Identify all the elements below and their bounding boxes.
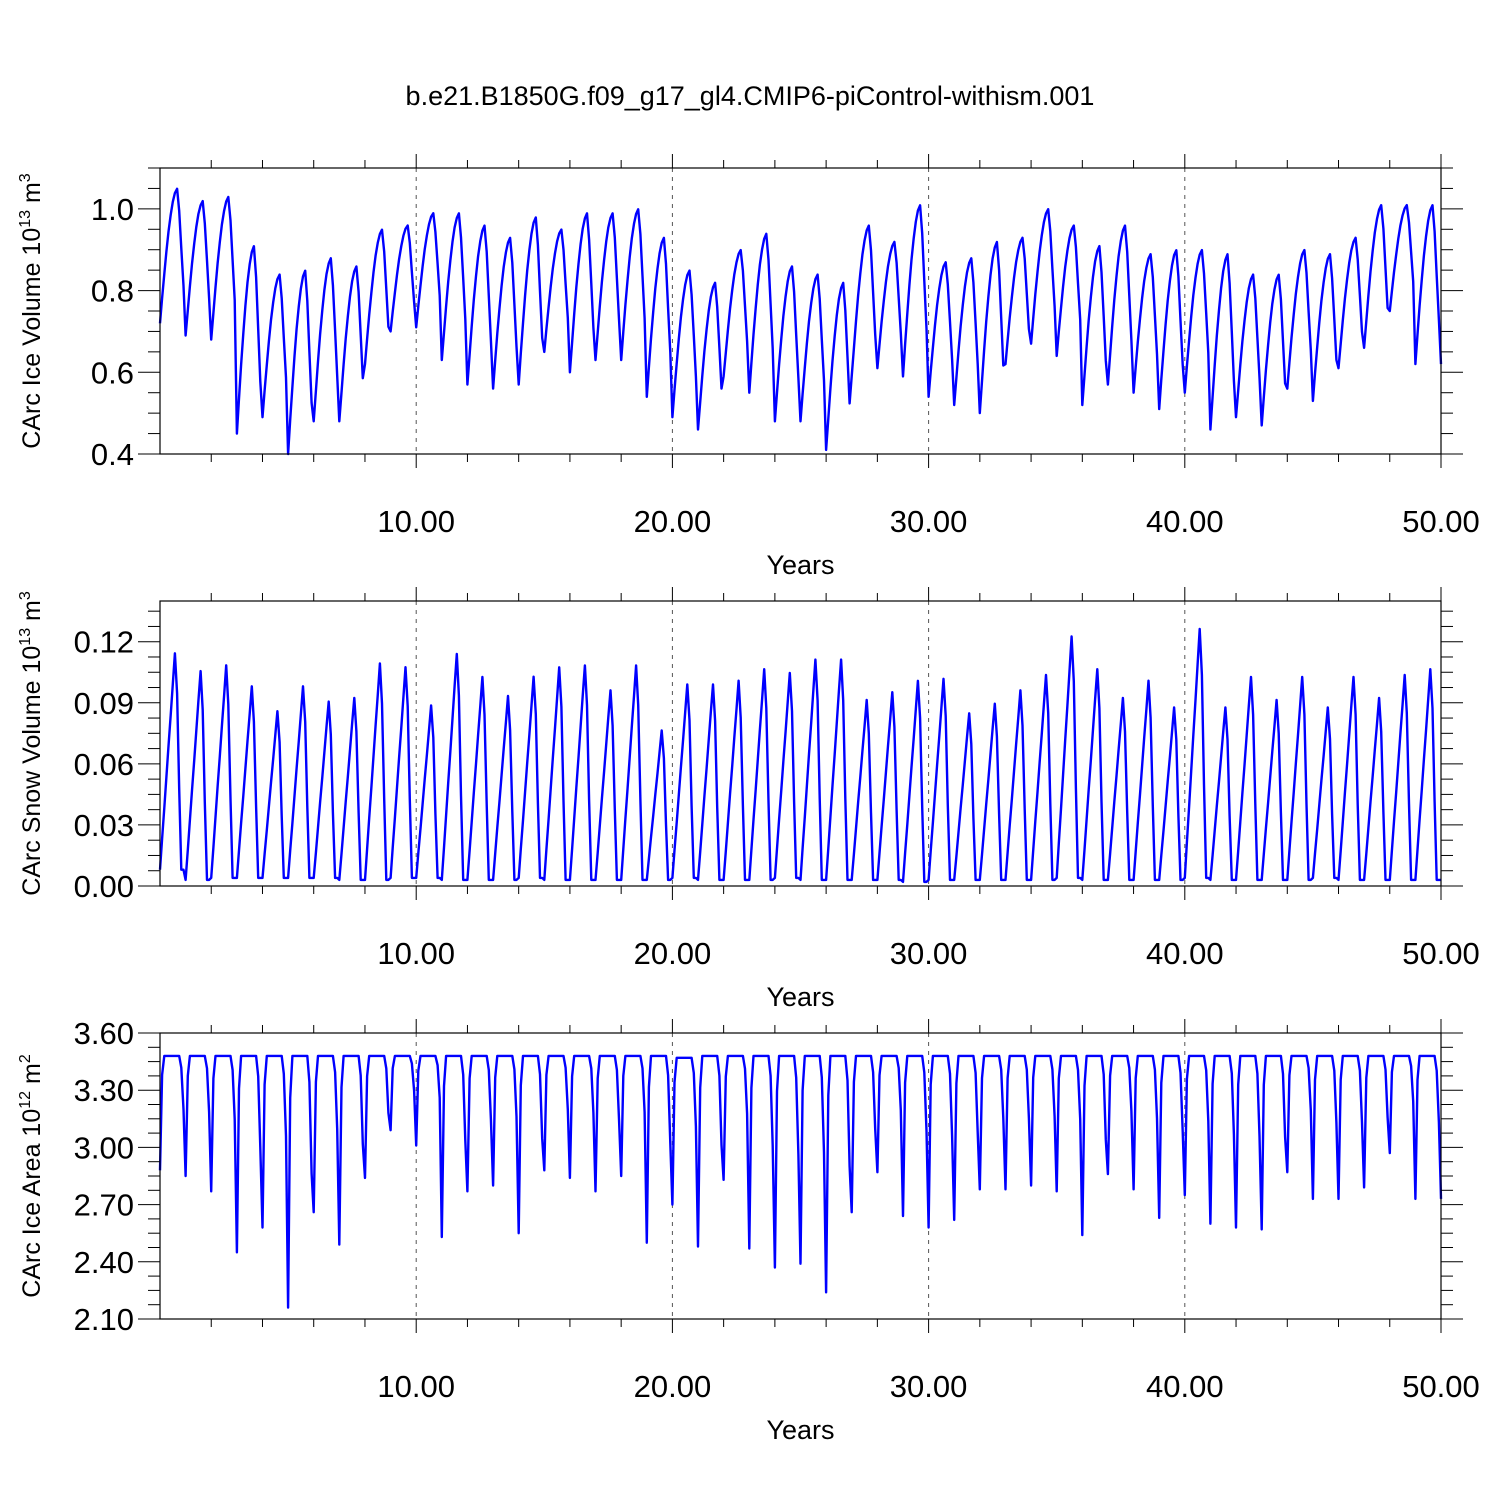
x-tick-label: 30.00	[890, 504, 968, 539]
x-tick-label: 50.00	[1402, 504, 1480, 539]
y-axis-label-superscript: 13	[17, 628, 34, 646]
x-axis-label: Years	[766, 550, 834, 580]
y-axis-label-text: m	[18, 1063, 46, 1091]
y-axis-label-superscript: 3	[17, 173, 34, 182]
y-axis-label-text: m	[18, 600, 46, 628]
x-tick-label: 10.00	[377, 1369, 455, 1404]
y-tick-label: 0.03	[74, 808, 134, 843]
y-tick-label: 2.40	[74, 1245, 134, 1280]
y-axis-label-text: CArc Ice Volume 10	[18, 228, 46, 449]
panel-ice-volume: 10.00 20.00 30.00 40.00 50.00 Years 0.4 0.6 0.8 1…	[17, 154, 1480, 580]
y-axis-label: CArc Ice Volume 1013 m3	[17, 173, 46, 449]
y-tick-label: 1.0	[91, 192, 134, 227]
y-axis-label-text: m	[18, 182, 46, 210]
y-tick-label: 2.70	[74, 1188, 134, 1223]
y-tick-label: 2.10	[74, 1302, 134, 1337]
y-tick-label: 3.00	[74, 1130, 134, 1165]
x-tick-label: 20.00	[634, 936, 712, 971]
figure-title: b.e21.B1850G.f09_g17_gl4.CMIP6-piControl…	[406, 81, 1095, 111]
y-tick-label: 0.06	[74, 747, 134, 782]
series-line	[158, 627, 1441, 884]
x-tick-label: 40.00	[1146, 504, 1224, 539]
panel-snow-volume: 10.00 20.00 30.00 40.00 50.00 Years 0.00 0.03 0.…	[17, 587, 1480, 1012]
x-tick-label: 10.00	[377, 504, 455, 539]
series-line	[158, 187, 1443, 456]
y-axis-label-superscript: 13	[17, 210, 34, 228]
x-tick-label: 10.00	[377, 936, 455, 971]
y-tick-label: 0.4	[91, 437, 134, 472]
plot-frame	[159, 600, 1442, 887]
y-axis-label: CArc Ice Area 1012 m2	[17, 1054, 46, 1298]
x-tick-label: 40.00	[1146, 936, 1224, 971]
y-tick-label: 0.6	[91, 355, 134, 390]
series-line	[158, 1054, 1443, 1309]
y-axis-label-text: CArc Snow Volume 10	[18, 646, 46, 896]
x-axis-label: Years	[766, 1415, 834, 1445]
y-axis-label-superscript: 3	[17, 591, 34, 600]
y-axis-label-superscript: 12	[17, 1091, 34, 1109]
y-tick-label: 0.00	[74, 869, 134, 904]
x-axis-label: Years	[766, 982, 834, 1012]
y-axis-label-superscript: 2	[17, 1054, 34, 1063]
x-tick-label: 20.00	[634, 504, 712, 539]
x-tick-label: 50.00	[1402, 936, 1480, 971]
y-tick-label: 3.30	[74, 1073, 134, 1108]
panel-ice-area: 10.00 20.00 30.00 40.00 50.00 Years 2.10 2.40 2.…	[17, 1016, 1480, 1445]
x-tick-label: 50.00	[1402, 1369, 1480, 1404]
y-tick-label: 0.12	[74, 625, 134, 660]
y-axis-label: CArc Snow Volume 1013 m3	[17, 591, 46, 896]
panels: 10.00 20.00 30.00 40.00 50.00Years0.40.60.81…	[17, 154, 1480, 1445]
x-tick-label: 40.00	[1146, 1369, 1224, 1404]
y-axis-label-text: CArc Ice Area 10	[18, 1109, 46, 1298]
x-tick-label: 30.00	[890, 936, 968, 971]
x-tick-label: 30.00	[890, 1369, 968, 1404]
x-tick-label: 20.00	[634, 1369, 712, 1404]
y-tick-label: 3.60	[74, 1016, 134, 1051]
y-tick-label: 0.09	[74, 686, 134, 721]
y-tick-label: 0.8	[91, 274, 134, 309]
